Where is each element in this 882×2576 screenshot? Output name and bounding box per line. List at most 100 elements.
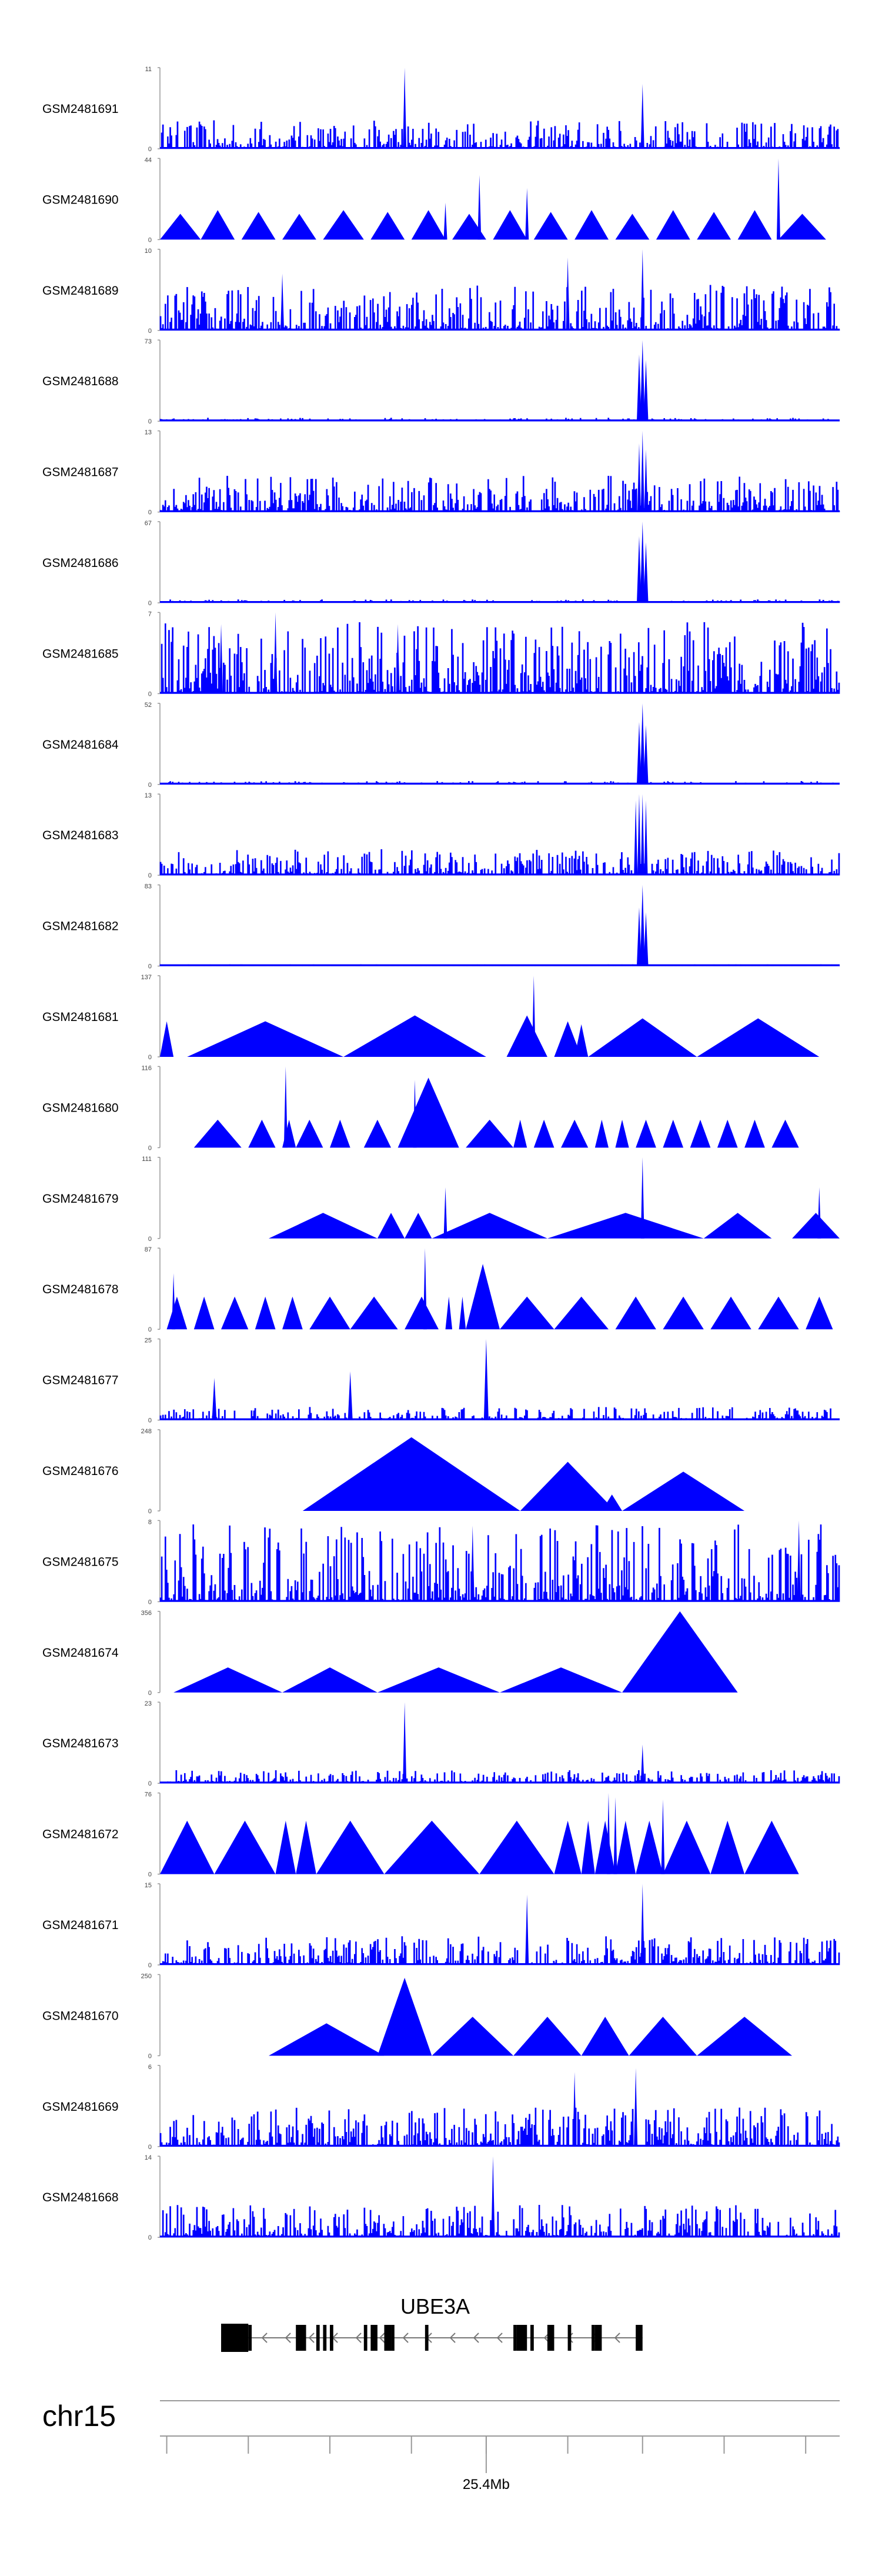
gene-track: UBE3A: [221, 2294, 643, 2352]
track-GSM2481683: GSM2481683 13 0: [42, 792, 840, 879]
track-triangle: [187, 1021, 344, 1057]
track-triangle: [561, 1119, 589, 1148]
track-baseline: [160, 782, 840, 785]
track-GSM2481688: GSM2481688 73 0: [42, 338, 840, 425]
track-max-label: 25: [145, 1337, 152, 1344]
track-GSM2481674: GSM2481674 356 0: [42, 1610, 738, 1697]
track-triangle: [629, 2017, 697, 2056]
track-triangle: [268, 2023, 385, 2056]
track-max-label: 10: [145, 248, 152, 255]
track-baseline: [160, 328, 840, 331]
track-triangle: [710, 1296, 751, 1330]
track-GSM2481669: GSM2481669 6 0: [42, 2064, 840, 2151]
track-triangle: [744, 1820, 799, 1874]
track-min-label: 0: [148, 1144, 152, 1152]
track-triangle: [737, 210, 772, 240]
track-triangle: [792, 1213, 840, 1239]
track-triangle: [697, 212, 731, 240]
track-GSM2481691: GSM2481691 11 0: [42, 66, 840, 153]
track-triangle: [758, 1296, 799, 1330]
track-triangle: [697, 1018, 820, 1057]
gene-exon: [425, 2325, 429, 2351]
track-min-label: 0: [148, 1690, 152, 1697]
track-GSM2481686: GSM2481686 67 0: [42, 520, 840, 607]
track-triangle: [479, 1820, 554, 1874]
track-max-label: 13: [145, 792, 152, 799]
gene-exon: [384, 2325, 392, 2351]
track-peak: [172, 1273, 176, 1330]
track-max-label: 7: [148, 610, 152, 618]
track-sample-label: GSM2481681: [42, 1010, 119, 1024]
track-GSM2481680: GSM2481680 116 0: [42, 1065, 799, 1152]
strand-arrow-icon: [261, 2333, 268, 2343]
track-triangle: [405, 1296, 439, 1330]
gene-exon: [513, 2325, 517, 2351]
gene-exon: [323, 2325, 327, 2351]
track-triangle: [581, 2017, 629, 2056]
track-triangle: [405, 1213, 432, 1239]
track-min-label: 0: [148, 1508, 152, 1515]
track-triangle: [697, 2017, 793, 2056]
track-min-label: 0: [148, 963, 152, 970]
track-peak: [640, 522, 645, 603]
track-triangle: [282, 1667, 377, 1693]
track-signal: [159, 1524, 840, 1602]
track-signal: [159, 849, 840, 876]
track-max-label: 11: [145, 66, 152, 73]
track-peak: [483, 1339, 489, 1420]
track-triangle: [656, 210, 690, 240]
gene-exon: [567, 2325, 572, 2351]
gene-exon: [594, 2325, 602, 2351]
track-peak: [477, 175, 482, 240]
track-GSM2481668: GSM2481668 14 0: [42, 2154, 840, 2241]
track-peak: [532, 976, 536, 1057]
track-triangle: [663, 1119, 684, 1148]
track-max-label: 248: [141, 1428, 152, 1435]
track-min-label: 0: [148, 509, 152, 516]
track-peak: [644, 800, 648, 876]
track-sample-label: GSM2481670: [42, 2009, 119, 2023]
track-peak: [443, 202, 447, 240]
gene-exon: [636, 2325, 643, 2351]
track-sample-label: GSM2481672: [42, 1828, 119, 1841]
track-triangle: [255, 1296, 276, 1330]
gene-exon: [516, 2325, 527, 2351]
track-signal: [160, 120, 840, 149]
track-triangle: [717, 1119, 738, 1148]
track-min-label: 0: [148, 2144, 152, 2151]
track-peak: [636, 722, 642, 785]
track-sample-label: GSM2481690: [42, 193, 119, 206]
track-GSM2481672: GSM2481672 76 0: [42, 1791, 799, 1878]
track-triangle: [350, 1296, 398, 1330]
track-triangle: [806, 1296, 833, 1330]
track-sample-label: GSM2481688: [42, 375, 119, 388]
track-peak: [637, 794, 641, 876]
track-peak: [443, 1187, 447, 1239]
track-triangle: [432, 2017, 514, 2056]
track-baseline: [160, 2144, 840, 2147]
track-max-label: 44: [145, 156, 152, 163]
track-GSM2481690: GSM2481690 44 0: [42, 156, 826, 243]
gene-exon: [530, 2325, 534, 2351]
track-peak: [403, 1702, 407, 1784]
track-peak: [636, 354, 642, 422]
track-triangle: [615, 1296, 656, 1330]
track-triangle: [615, 1820, 636, 1874]
track-triangle: [241, 212, 276, 240]
track-baseline: [160, 1600, 840, 1602]
track-peak: [661, 1799, 665, 1874]
track-max-label: 6: [148, 2064, 152, 2071]
track-peak: [470, 1526, 475, 1602]
track-peak: [640, 340, 645, 422]
track-triangle: [221, 1296, 249, 1330]
track-triangle: [316, 1820, 385, 1874]
track-triangle: [411, 210, 446, 240]
track-triangle: [343, 1015, 486, 1057]
track-min-label: 0: [148, 1962, 152, 1969]
track-baseline: [160, 1963, 840, 1965]
track-min-label: 0: [148, 2234, 152, 2241]
track-peak: [644, 449, 648, 512]
track-peak: [566, 257, 570, 331]
track-peak: [640, 1157, 644, 1239]
